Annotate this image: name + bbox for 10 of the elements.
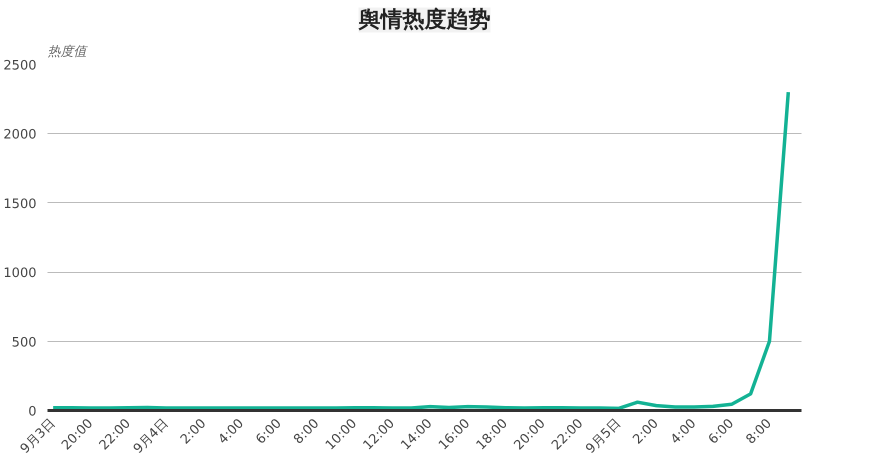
x-tick-label: 9月5日 bbox=[583, 416, 624, 457]
y-axis-title: 热度值 bbox=[48, 44, 88, 60]
y-tick-label: 2000 bbox=[3, 128, 37, 143]
line-series bbox=[51, 90, 790, 410]
y-tick-label: 1500 bbox=[3, 196, 37, 212]
y-tick-label: 500 bbox=[12, 335, 37, 350]
y-tick-label: 2500 bbox=[3, 58, 37, 74]
chart-title: 舆情热度趋势 bbox=[358, 6, 490, 32]
x-tick-label: 9月4日 bbox=[130, 416, 172, 457]
y-tick-label: 1000 bbox=[3, 266, 37, 282]
